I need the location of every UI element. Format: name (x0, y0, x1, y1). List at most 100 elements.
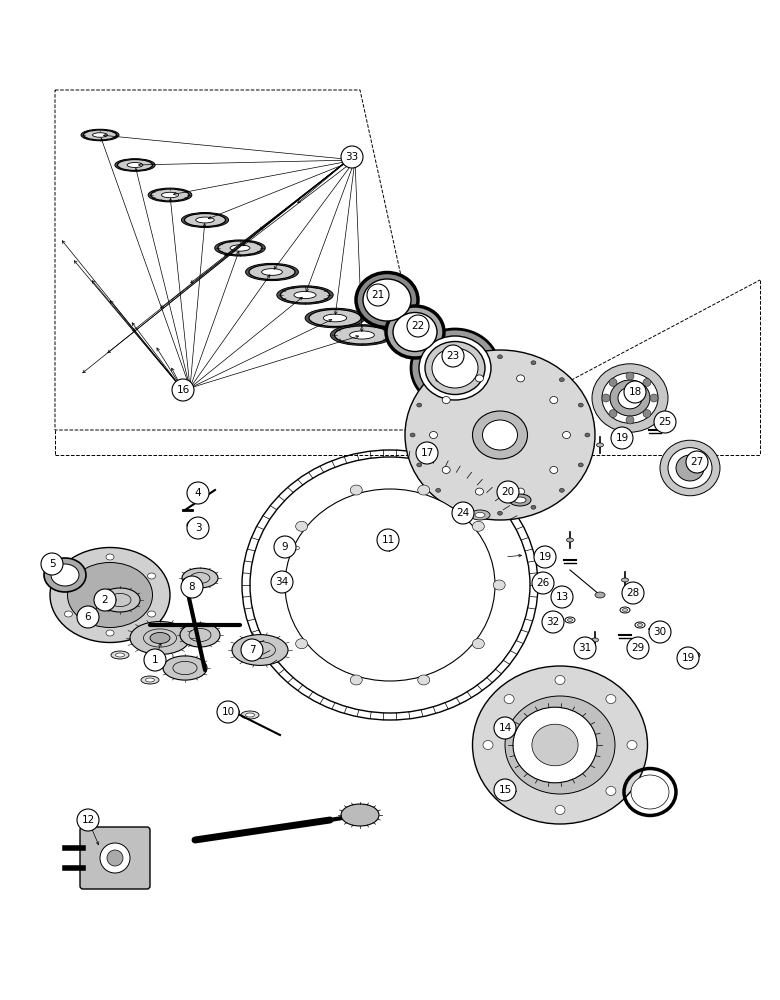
Text: 14: 14 (498, 723, 512, 733)
Circle shape (494, 779, 516, 801)
Text: 22: 22 (411, 321, 424, 331)
Ellipse shape (550, 397, 558, 404)
Ellipse shape (296, 521, 307, 531)
Ellipse shape (141, 676, 159, 684)
Ellipse shape (637, 624, 643, 626)
Text: 30: 30 (654, 627, 667, 637)
Ellipse shape (341, 804, 379, 826)
Ellipse shape (513, 707, 597, 783)
Ellipse shape (610, 380, 650, 416)
Circle shape (107, 850, 123, 866)
Ellipse shape (635, 622, 645, 628)
Text: 34: 34 (275, 577, 289, 587)
Text: 28: 28 (626, 588, 640, 598)
Ellipse shape (660, 440, 720, 496)
Circle shape (534, 546, 556, 568)
Ellipse shape (111, 651, 129, 659)
Ellipse shape (44, 558, 86, 592)
Circle shape (41, 553, 63, 575)
Circle shape (172, 379, 194, 401)
Ellipse shape (294, 291, 316, 299)
Ellipse shape (65, 573, 73, 579)
Text: 9: 9 (282, 542, 289, 552)
Circle shape (609, 410, 617, 418)
Ellipse shape (498, 355, 502, 359)
Circle shape (377, 529, 399, 551)
Ellipse shape (578, 463, 583, 467)
Ellipse shape (187, 520, 203, 530)
Circle shape (643, 410, 651, 418)
Ellipse shape (386, 306, 444, 358)
Circle shape (611, 427, 633, 449)
Ellipse shape (430, 432, 438, 438)
Ellipse shape (127, 163, 143, 167)
Circle shape (416, 442, 438, 464)
Ellipse shape (493, 580, 505, 590)
Text: 10: 10 (222, 707, 235, 717)
Ellipse shape (516, 488, 524, 495)
Ellipse shape (550, 466, 558, 473)
Text: 2: 2 (101, 595, 108, 605)
Ellipse shape (693, 654, 697, 656)
Ellipse shape (476, 375, 484, 382)
Circle shape (494, 717, 516, 739)
Ellipse shape (676, 455, 704, 481)
Text: 12: 12 (81, 815, 94, 825)
Ellipse shape (514, 497, 526, 503)
Circle shape (542, 611, 564, 633)
Ellipse shape (218, 241, 262, 255)
Circle shape (271, 571, 293, 593)
Text: 7: 7 (249, 645, 255, 655)
Ellipse shape (483, 740, 493, 750)
Ellipse shape (246, 713, 254, 717)
Ellipse shape (285, 489, 495, 681)
Circle shape (649, 621, 671, 643)
Ellipse shape (106, 554, 114, 560)
Text: 15: 15 (498, 785, 512, 795)
Text: 16: 16 (176, 385, 190, 395)
Circle shape (217, 701, 239, 723)
Ellipse shape (83, 130, 116, 140)
Circle shape (643, 378, 651, 386)
Text: 31: 31 (579, 643, 591, 653)
Ellipse shape (690, 652, 700, 658)
Ellipse shape (498, 511, 502, 515)
Ellipse shape (620, 607, 630, 613)
Circle shape (144, 649, 166, 671)
Ellipse shape (566, 538, 573, 542)
Text: 25: 25 (658, 417, 672, 427)
Ellipse shape (473, 411, 527, 459)
Text: 13: 13 (555, 592, 569, 602)
Ellipse shape (350, 485, 362, 495)
Ellipse shape (150, 633, 170, 644)
Ellipse shape (509, 494, 531, 506)
Text: 33: 33 (346, 152, 359, 162)
Ellipse shape (504, 786, 514, 795)
Circle shape (274, 536, 296, 558)
Ellipse shape (464, 505, 469, 509)
Ellipse shape (196, 217, 215, 223)
Ellipse shape (525, 714, 595, 776)
Ellipse shape (115, 159, 155, 171)
Circle shape (442, 345, 464, 367)
Ellipse shape (606, 695, 616, 704)
Text: 29: 29 (631, 643, 644, 653)
Ellipse shape (249, 264, 295, 279)
Ellipse shape (602, 373, 658, 423)
Text: 3: 3 (195, 523, 201, 533)
Ellipse shape (151, 189, 189, 201)
Ellipse shape (668, 448, 712, 488)
Ellipse shape (473, 666, 647, 824)
Ellipse shape (597, 443, 604, 447)
Ellipse shape (606, 786, 616, 795)
Circle shape (551, 586, 573, 608)
Ellipse shape (559, 378, 564, 382)
Ellipse shape (532, 724, 578, 766)
Ellipse shape (436, 488, 441, 492)
Circle shape (609, 378, 617, 386)
Ellipse shape (418, 485, 430, 495)
Ellipse shape (393, 312, 437, 352)
Ellipse shape (350, 675, 362, 685)
Ellipse shape (622, 578, 629, 582)
Ellipse shape (419, 336, 491, 400)
